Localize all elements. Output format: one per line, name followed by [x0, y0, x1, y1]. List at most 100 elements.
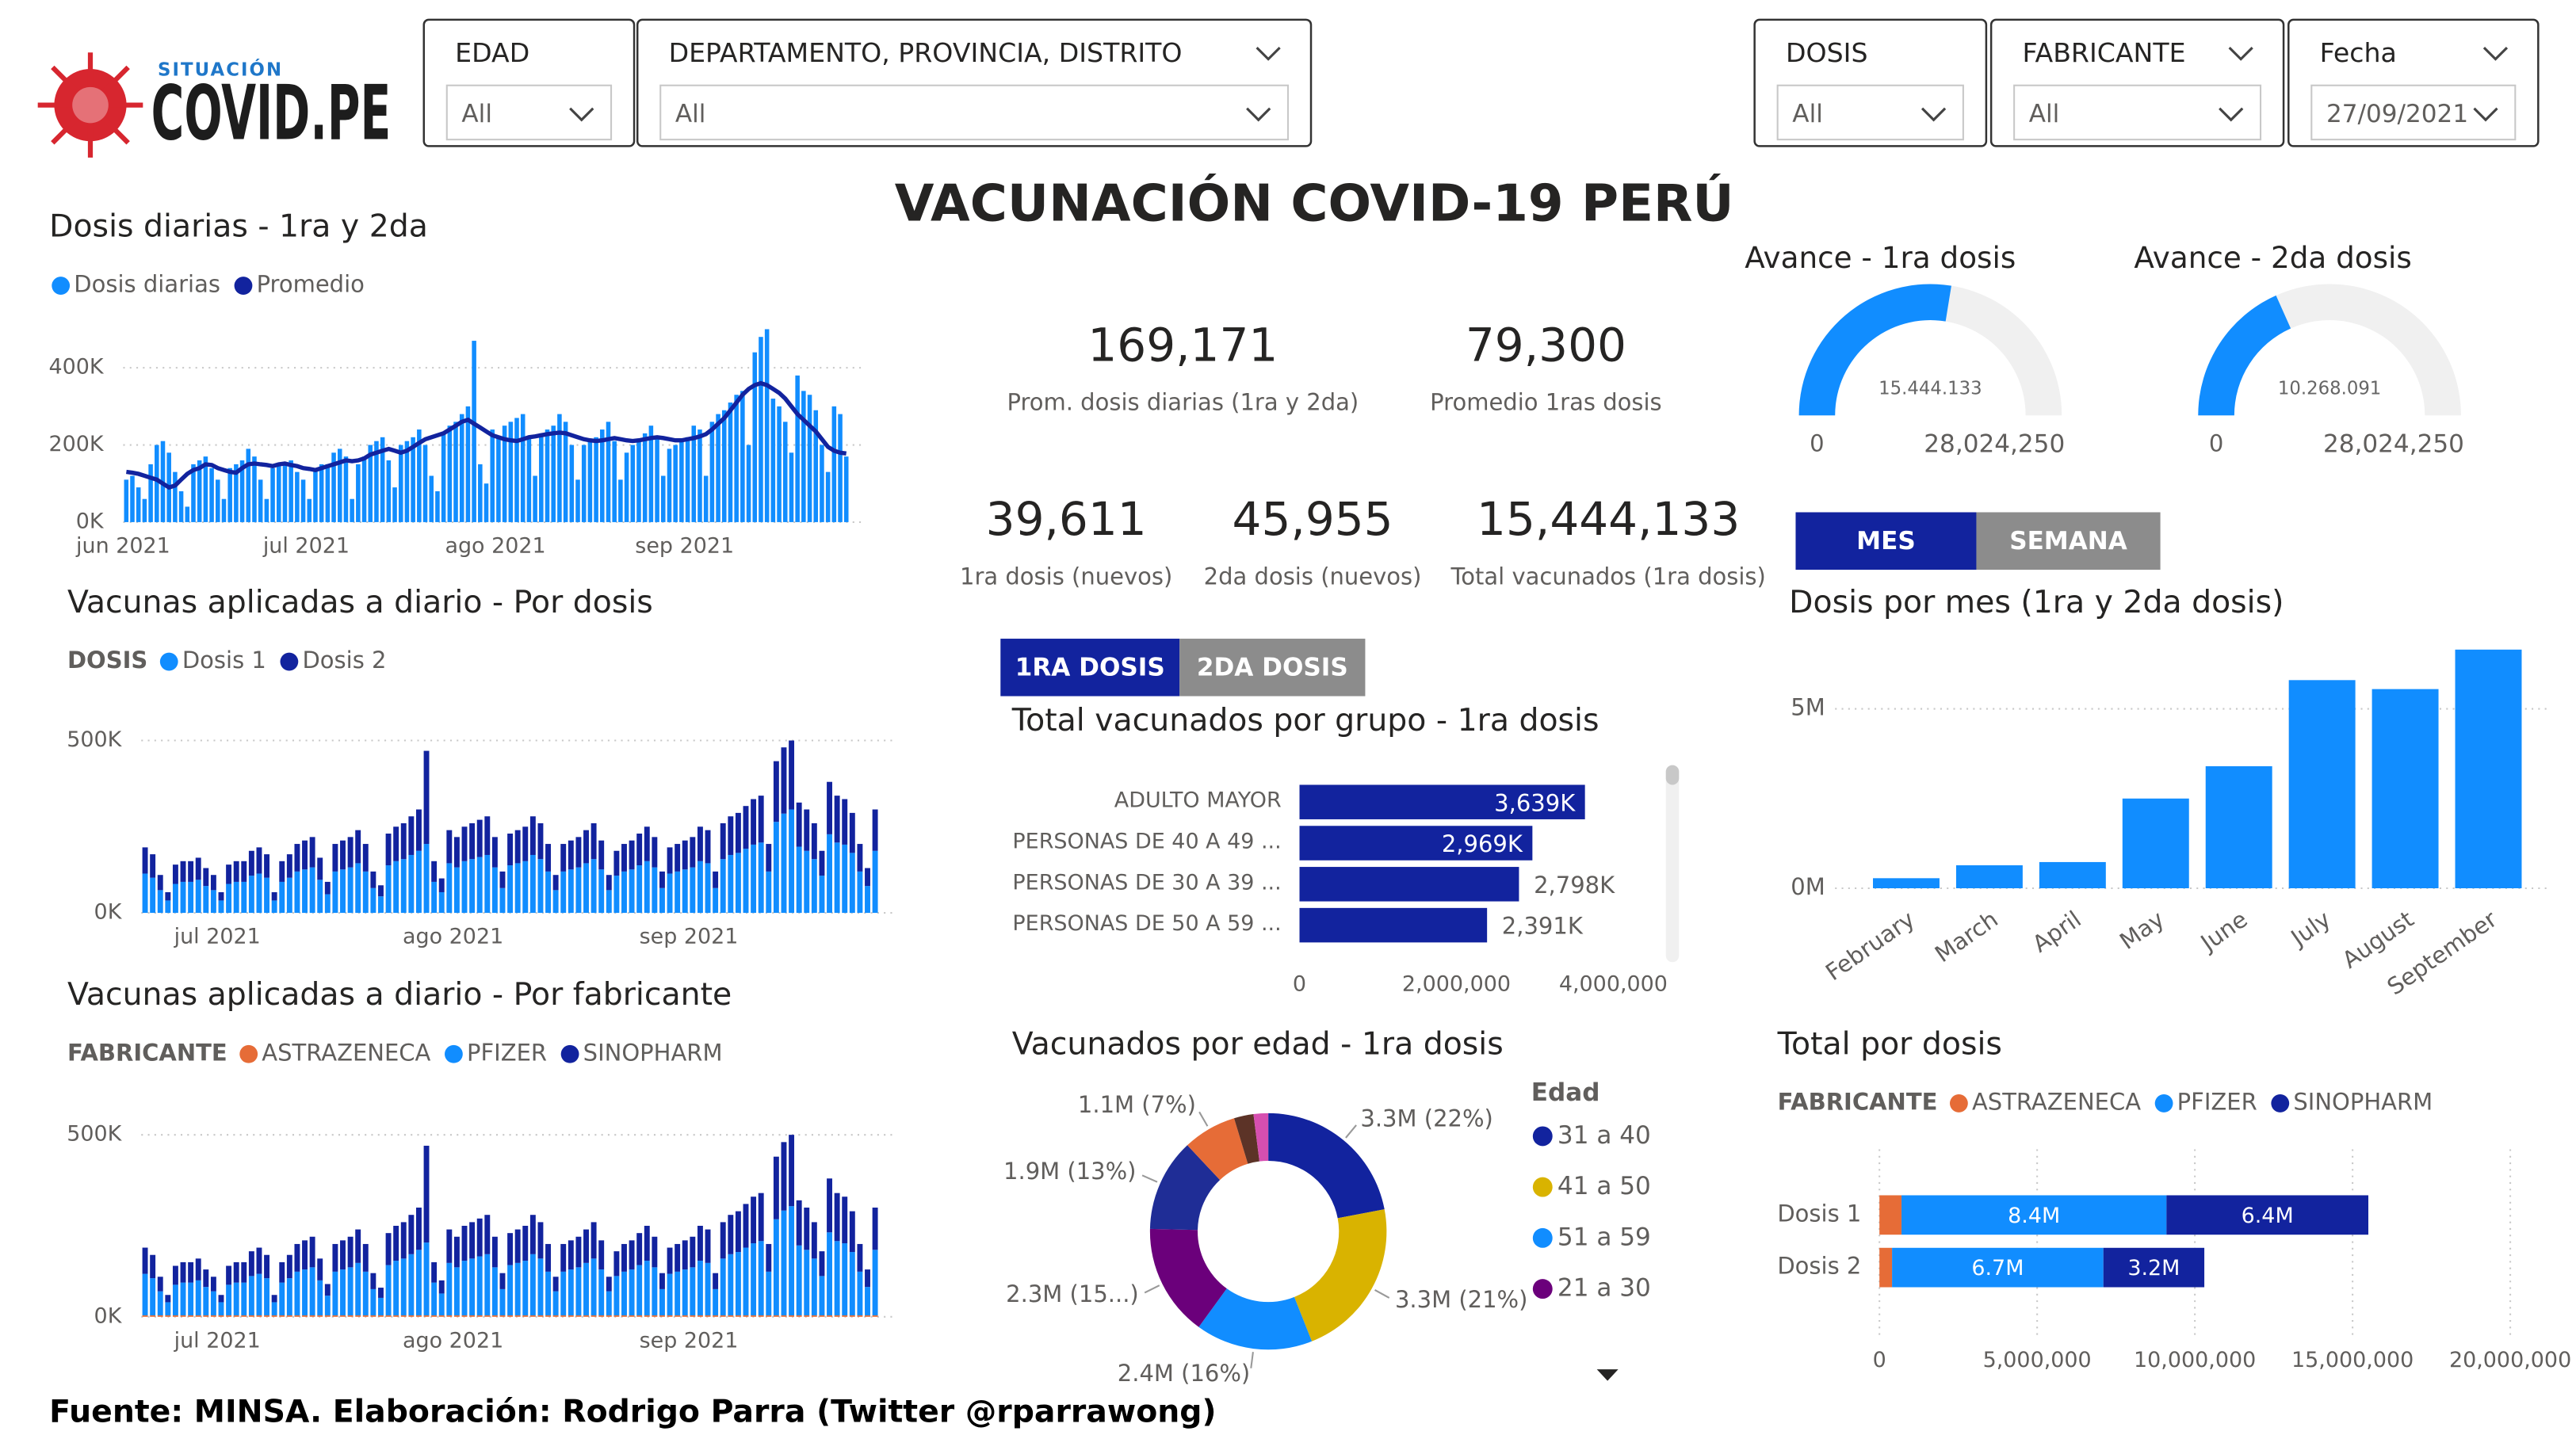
bar: [804, 809, 810, 851]
bar: [302, 1315, 308, 1317]
bar: [735, 853, 741, 914]
bar: [446, 1262, 453, 1315]
bar: [648, 426, 654, 522]
filter-dropdown[interactable]: [1776, 84, 1964, 141]
filter-dropdown[interactable]: [445, 84, 613, 141]
filter-dropdown[interactable]: [2310, 84, 2517, 141]
bar: [362, 871, 369, 914]
bar: [583, 863, 589, 914]
bar: [675, 844, 681, 872]
bar: [652, 1236, 658, 1268]
bar: [598, 1269, 605, 1315]
bar: [447, 426, 453, 522]
bar: [172, 1315, 178, 1317]
bar: [568, 1269, 574, 1315]
toggle-button[interactable]: [1795, 512, 1977, 571]
bar: [362, 1243, 369, 1272]
bar: [526, 437, 532, 522]
bar: [347, 1315, 354, 1317]
bar: [552, 1315, 559, 1317]
footer: Fuente: MINSA. Elaboración: Rodrigo Parr…: [49, 1394, 1216, 1430]
bar: [157, 1315, 163, 1317]
scrollbar[interactable]: [1665, 765, 1680, 963]
bar: [773, 1219, 779, 1315]
filter-value[interactable]: 27/09/2021: [2326, 100, 2468, 128]
bar: [507, 1233, 514, 1265]
filter-value[interactable]: All: [675, 100, 706, 128]
x-tick-label: 10,000,000: [2134, 1348, 2256, 1372]
chevron: [2473, 107, 2498, 122]
bar: [652, 1315, 658, 1317]
bar: [522, 1261, 529, 1315]
kpi-value: 45,955: [1233, 492, 1393, 546]
bar: [2455, 649, 2522, 888]
kpi-label: Promedio 1ras dosis: [1430, 389, 1661, 416]
legend-label: PFIZER: [467, 1039, 547, 1066]
legend-label: 41 a 50: [1557, 1172, 1651, 1200]
bar: [843, 456, 849, 522]
leader-line: [1345, 1124, 1357, 1139]
bar: [667, 847, 673, 874]
bar: [155, 445, 159, 522]
bar: [713, 1288, 719, 1315]
filter-dropdown[interactable]: [659, 84, 1290, 141]
bar: [2288, 680, 2356, 888]
data-label: 3,639K: [1494, 789, 1576, 816]
kpi-label: 2da dosis (nuevos): [1204, 563, 1422, 590]
bar: [400, 1258, 407, 1315]
bar: [157, 890, 163, 914]
legend-title: DOSIS: [67, 647, 147, 674]
bar: [796, 1315, 802, 1317]
bar: [667, 448, 672, 522]
toggle-button[interactable]: [1976, 512, 2161, 571]
bar: [355, 1315, 361, 1317]
bar: [834, 842, 840, 914]
bar: [857, 1315, 863, 1317]
bar: [256, 847, 262, 874]
bar: [317, 1315, 323, 1317]
bar: [728, 402, 733, 522]
toggle-label[interactable]: MES: [1856, 527, 1916, 555]
filter-dropdown[interactable]: [2013, 84, 2262, 141]
bar: [1299, 784, 1585, 819]
filter-value[interactable]: All: [461, 100, 492, 128]
bar: [491, 867, 498, 914]
legend-scroll-arrow[interactable]: [1596, 1369, 1619, 1381]
toggle-label[interactable]: 2DA DOSIS: [1197, 653, 1348, 681]
bar: [520, 414, 526, 522]
bar: [148, 464, 153, 522]
bar: [478, 464, 483, 522]
bar: [557, 414, 562, 522]
toggle-label[interactable]: SEMANA: [2009, 527, 2127, 555]
bar: [248, 1276, 254, 1315]
bar: [188, 1315, 194, 1317]
bar: [256, 1273, 262, 1315]
toggle-label[interactable]: 1RA DOSIS: [1015, 653, 1165, 681]
bar: [423, 1145, 430, 1243]
bar: [697, 826, 703, 861]
y-tick-label: 5M: [1791, 694, 1825, 721]
bar: [347, 1267, 354, 1315]
toggle-button[interactable]: [1000, 639, 1180, 697]
bar: [362, 1271, 369, 1315]
bar: [295, 471, 300, 522]
scrollbar-thumb[interactable]: [1665, 765, 1680, 785]
legend-marker: [239, 1044, 258, 1063]
legend-label: PFIZER: [2177, 1088, 2257, 1115]
bar: [613, 1276, 620, 1315]
legend-marker: [1532, 1126, 1553, 1147]
toggle-button[interactable]: [1179, 639, 1366, 697]
bar: [157, 875, 163, 891]
legend-label: SINOPHARM: [583, 1039, 723, 1066]
bar: [241, 1282, 247, 1315]
filter-value[interactable]: All: [1792, 100, 1823, 128]
bar: [568, 1315, 574, 1317]
bar: [522, 861, 529, 914]
bar-segment: [1879, 1195, 1902, 1235]
bar: [872, 809, 878, 851]
filter-value[interactable]: All: [2029, 100, 2060, 128]
bar: [857, 844, 863, 872]
x-tick-label: jul 2021: [174, 1328, 261, 1353]
bar: [667, 1273, 673, 1315]
